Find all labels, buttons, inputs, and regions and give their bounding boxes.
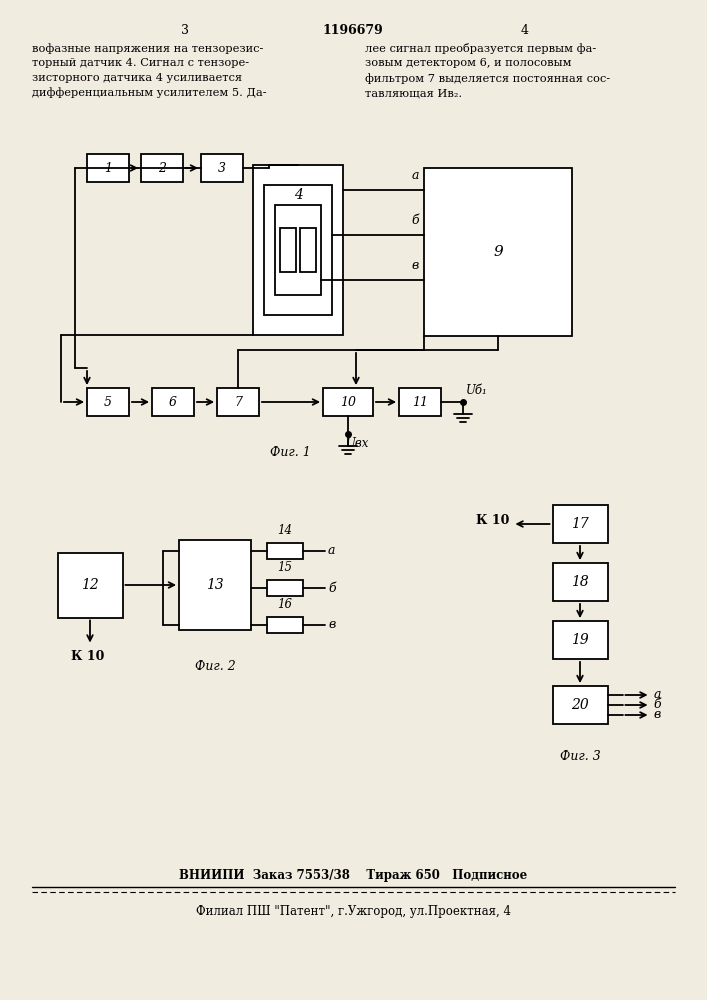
Text: вофазные напряжения на тензорезис-
торный датчик 4. Сигнал с тензоре-
зисторного: вофазные напряжения на тензорезис- торны… <box>32 43 267 98</box>
Text: Uвх: Uвх <box>346 437 369 450</box>
Text: 4: 4 <box>521 23 529 36</box>
Text: в: в <box>653 708 661 722</box>
Text: в: в <box>328 618 335 632</box>
Text: в: в <box>411 259 419 272</box>
Bar <box>264 185 332 315</box>
Text: Фиг. 3: Фиг. 3 <box>560 750 600 764</box>
Text: 7: 7 <box>234 395 242 408</box>
Bar <box>217 388 259 416</box>
Bar <box>152 388 194 416</box>
Bar <box>399 388 441 416</box>
Text: 2: 2 <box>158 161 166 174</box>
Text: Филиал ПШ "Патент", г.Ужгород, ул.Проектная, 4: Филиал ПШ "Патент", г.Ужгород, ул.Проект… <box>196 906 510 918</box>
Bar <box>267 617 303 633</box>
Text: 3: 3 <box>218 161 226 174</box>
Text: 14: 14 <box>278 524 293 537</box>
Text: 12: 12 <box>81 578 99 592</box>
Text: 15: 15 <box>278 561 293 574</box>
Bar <box>552 505 607 543</box>
Bar <box>141 154 183 182</box>
Text: 19: 19 <box>571 633 589 647</box>
Text: 6: 6 <box>169 395 177 408</box>
Text: б: б <box>653 698 661 712</box>
Text: а: а <box>411 169 419 182</box>
Bar <box>275 205 321 295</box>
Text: К 10: К 10 <box>71 650 105 662</box>
Text: 10: 10 <box>340 395 356 408</box>
Bar <box>552 563 607 601</box>
Text: Uб₁: Uб₁ <box>466 384 488 397</box>
Text: 18: 18 <box>571 575 589 589</box>
Bar <box>179 540 251 630</box>
Text: 17: 17 <box>571 517 589 531</box>
Text: 20: 20 <box>571 698 589 712</box>
Text: ВНИИПИ  Заказ 7553/38    Тираж 650   Подписное: ВНИИПИ Заказ 7553/38 Тираж 650 Подписное <box>179 869 527 882</box>
Bar <box>300 228 316 272</box>
Text: а: а <box>653 688 661 702</box>
Text: Фиг. 1: Фиг. 1 <box>269 446 310 458</box>
Bar <box>87 388 129 416</box>
Text: 13: 13 <box>206 578 224 592</box>
Bar <box>552 621 607 659</box>
Text: 4: 4 <box>293 188 303 202</box>
Bar <box>267 543 303 559</box>
Text: а: а <box>328 544 336 558</box>
Bar <box>323 388 373 416</box>
Text: 1196679: 1196679 <box>322 23 383 36</box>
Text: 1: 1 <box>104 161 112 174</box>
Bar <box>552 686 607 724</box>
Text: 5: 5 <box>104 395 112 408</box>
Text: лее сигнал преобразуется первым фа-
зовым детектором 6, и полосовым
фильтром 7 в: лее сигнал преобразуется первым фа- зовы… <box>365 43 610 98</box>
Bar <box>253 165 343 335</box>
Bar <box>57 552 122 617</box>
Bar <box>424 168 572 336</box>
Bar <box>280 228 296 272</box>
Text: 3: 3 <box>181 23 189 36</box>
Text: 9: 9 <box>493 245 503 259</box>
Bar <box>87 154 129 182</box>
Bar <box>201 154 243 182</box>
Bar <box>267 580 303 596</box>
Text: б: б <box>328 582 336 594</box>
Text: 16: 16 <box>278 598 293 611</box>
Text: Фиг. 2: Фиг. 2 <box>194 660 235 674</box>
Text: б: б <box>411 214 419 227</box>
Text: 11: 11 <box>412 395 428 408</box>
Text: К 10: К 10 <box>476 514 510 526</box>
